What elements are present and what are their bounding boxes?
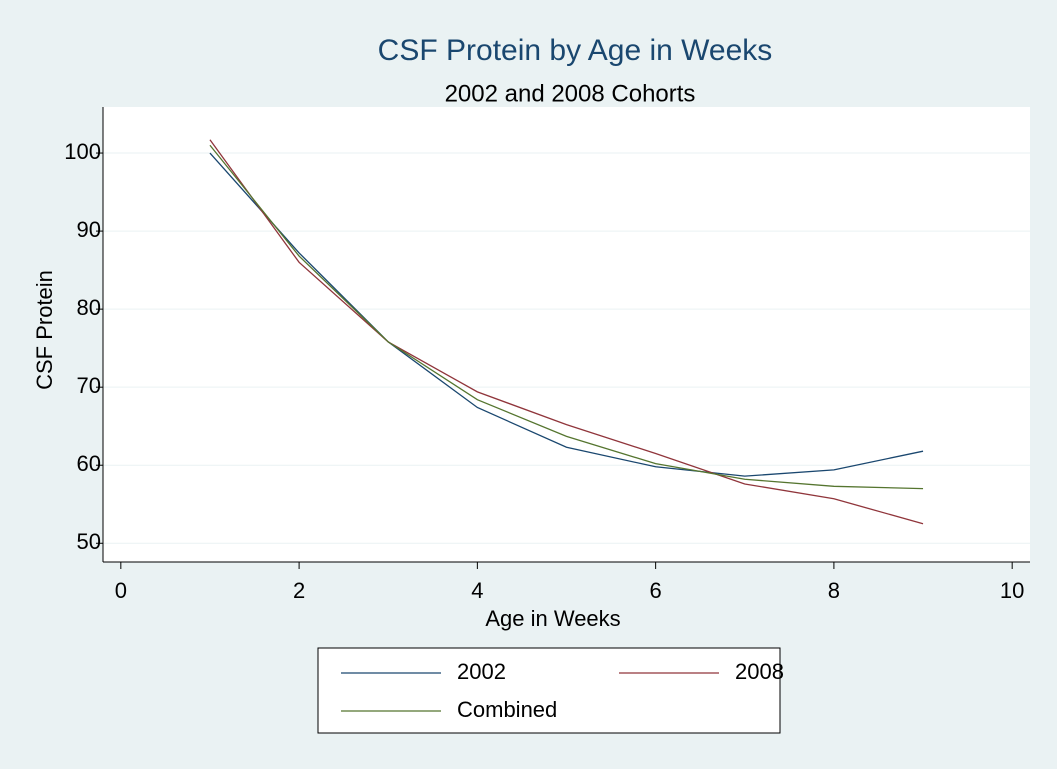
- y-tick-label: 90: [77, 217, 101, 242]
- y-tick-label: 60: [77, 451, 101, 476]
- y-tick-label: 50: [77, 529, 101, 554]
- series-line: [209, 139, 924, 525]
- x-axis-label: Age in Weeks: [485, 606, 620, 631]
- x-tick-label: 0: [115, 578, 127, 603]
- series-line: [209, 144, 924, 490]
- chart-title: CSF Protein by Age in Weeks: [378, 34, 773, 67]
- y-tick-label: 70: [77, 373, 101, 398]
- legend-box: [317, 647, 781, 734]
- y-tick-label: 100: [64, 139, 101, 164]
- x-tick-label: 6: [650, 578, 662, 603]
- x-tick-label: 8: [828, 578, 840, 603]
- chart-subtitle: 2002 and 2008 Cohorts: [445, 80, 696, 107]
- legend-label: Combined: [457, 697, 557, 722]
- x-tick-label: 2: [293, 578, 305, 603]
- y-axis-label: CSF Protein: [32, 270, 57, 390]
- y-tick-label: 80: [77, 295, 101, 320]
- legend-label: 2002: [457, 659, 506, 684]
- series-line: [209, 152, 924, 477]
- legend-label: 2008: [735, 659, 784, 684]
- x-tick-label: 4: [471, 578, 483, 603]
- x-tick-label: 10: [1000, 578, 1024, 603]
- plot-area: [103, 107, 1030, 562]
